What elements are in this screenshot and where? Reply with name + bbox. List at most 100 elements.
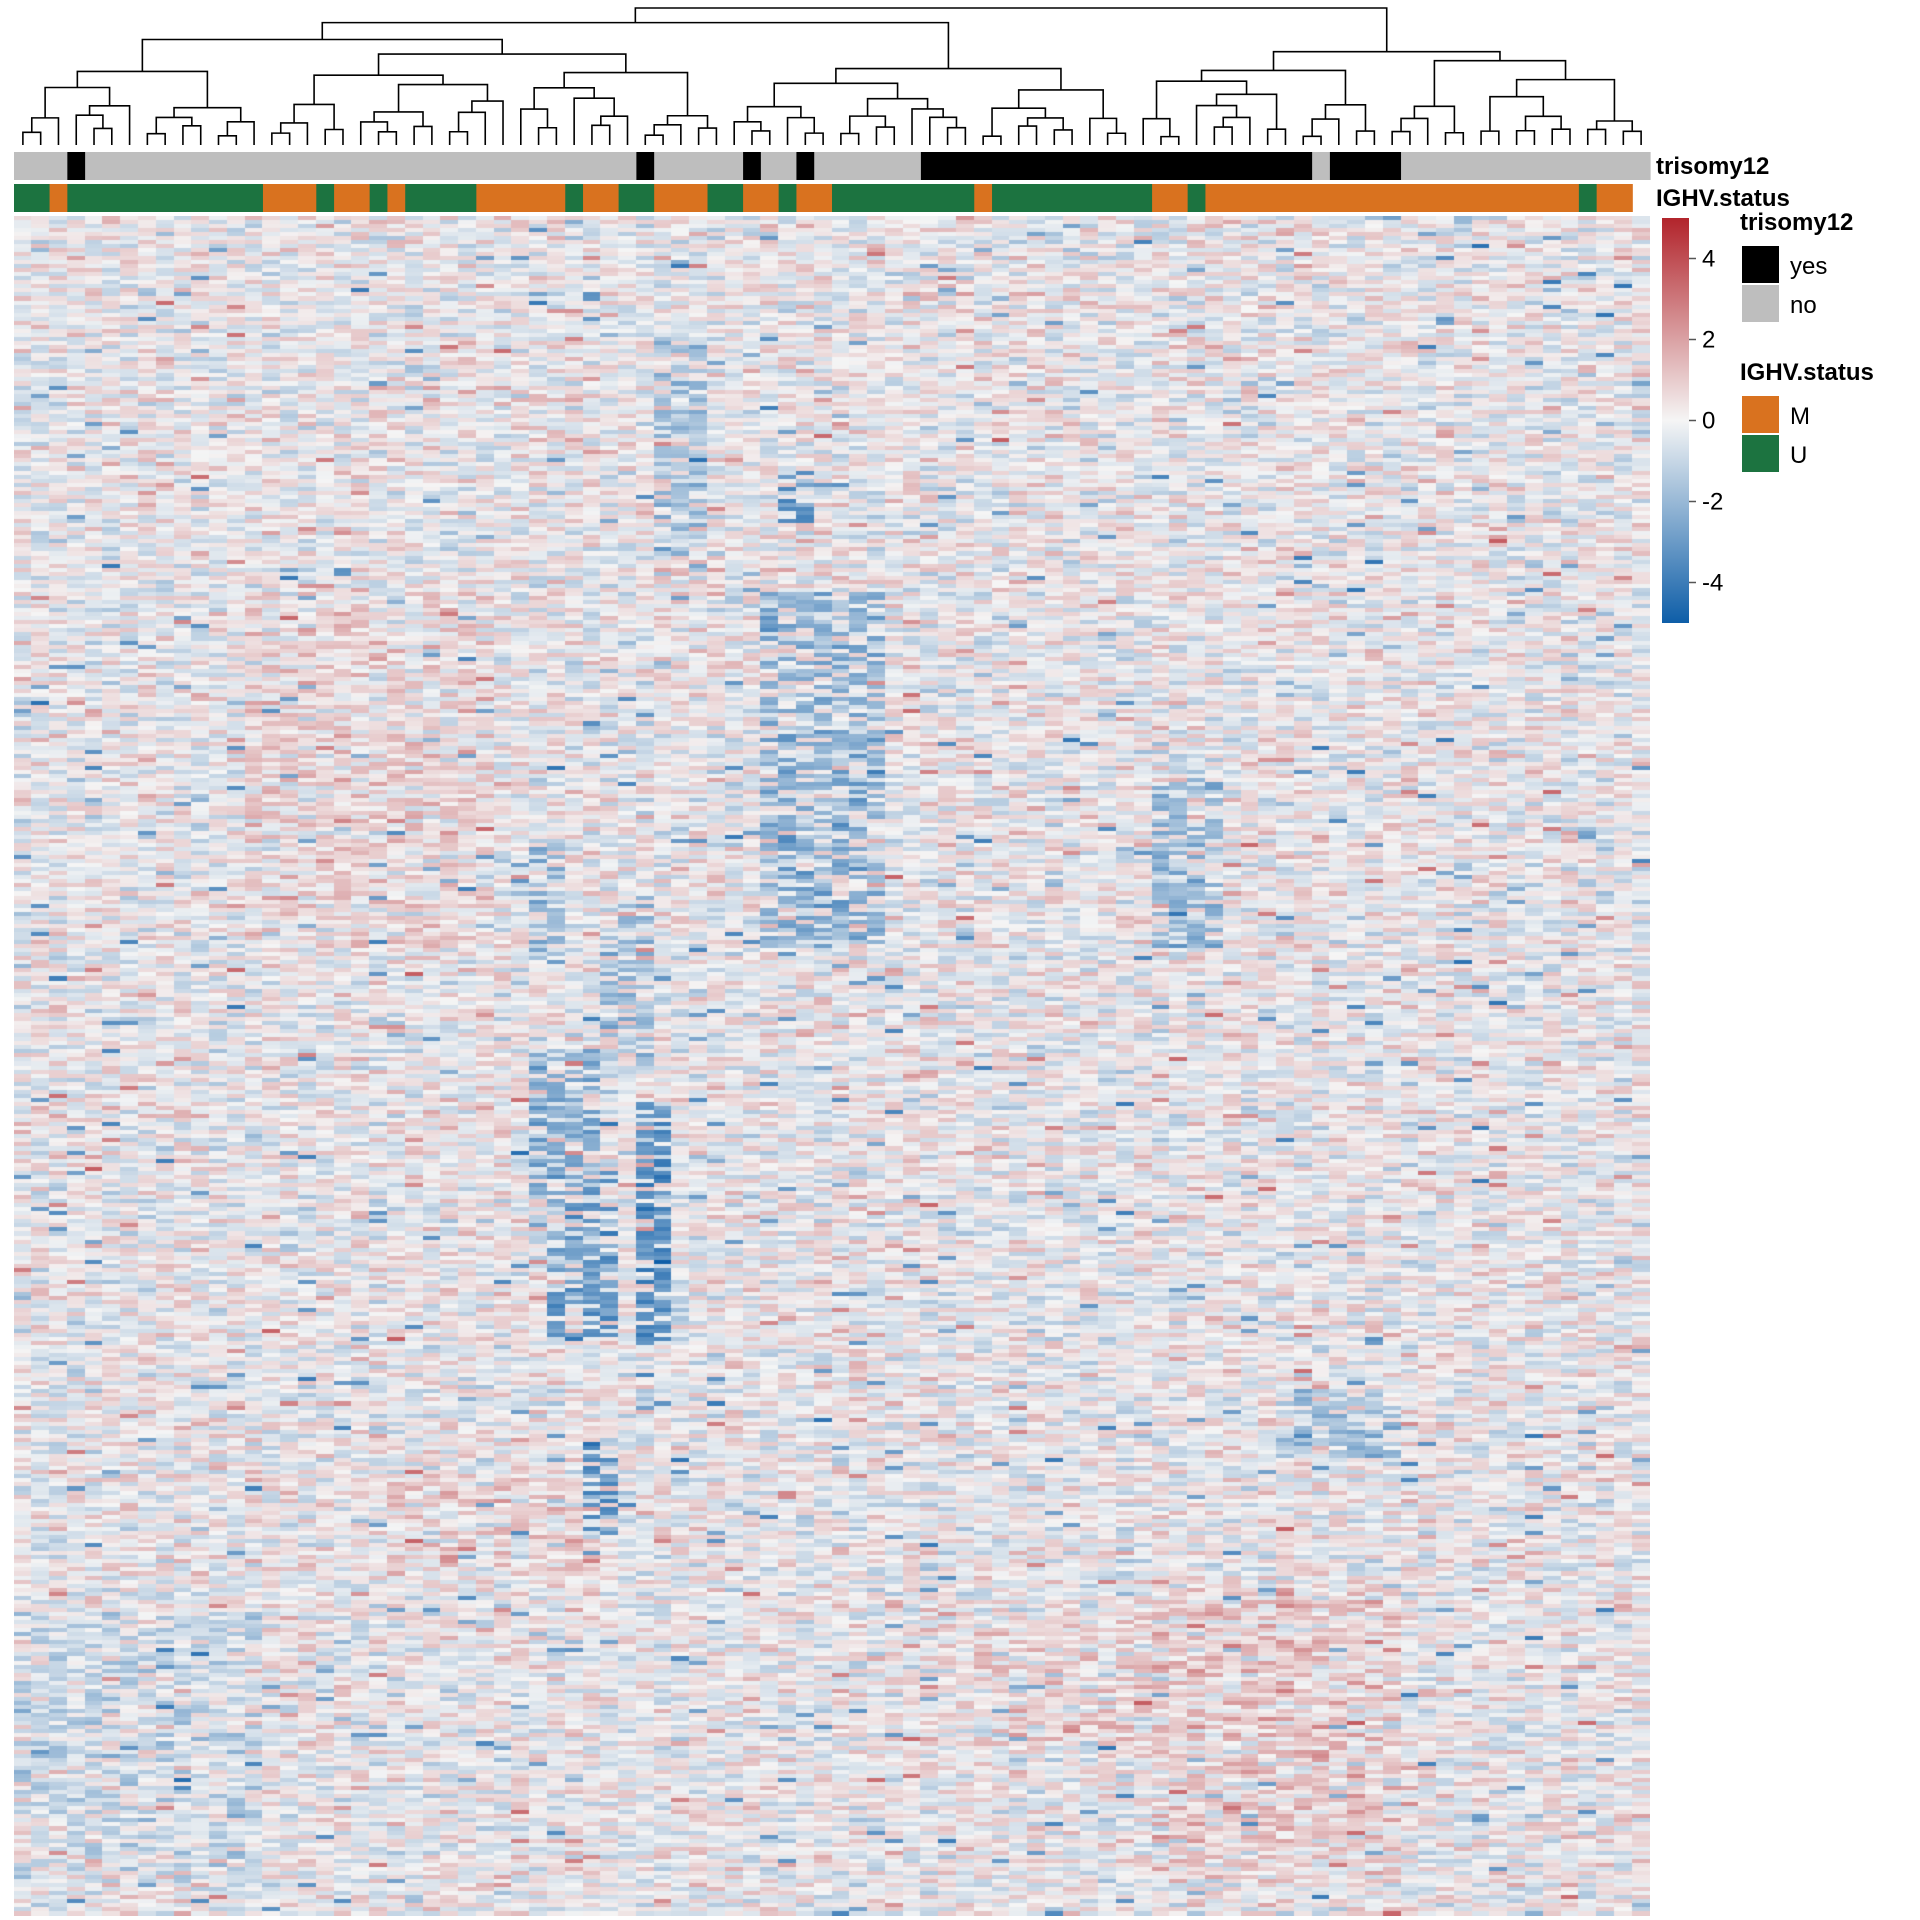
annotation-segment-ighv-status-2 [67,184,264,212]
dendrogram-branch [697,127,718,145]
annotation-segment-ighv-status-4 [316,184,335,212]
dendrogram-branch [1400,117,1429,145]
legend-swatch [1742,435,1779,472]
dendrogram-branch [746,105,802,122]
annotation-segment-ighv-status-5 [334,184,371,212]
dendrogram-branch [573,97,615,145]
dendrogram-branch [1311,118,1340,145]
dendrogram-branch [634,7,1388,52]
annotation-segment-ighv-status-3 [262,184,317,212]
annotation-segment-trisomy12-11 [1329,152,1402,180]
annotation-segment-trisomy12-3 [636,152,655,180]
annotation-segment-ighv-status-12 [618,184,655,212]
dendrogram-branch [1586,128,1607,145]
annotation-segment-trisomy12-0 [14,152,68,180]
dendrogram-branch [1489,95,1545,132]
dendrogram-branch [1515,78,1616,122]
dendrogram-branch [751,130,771,145]
dendrogram-branch [835,67,1062,90]
legend-label: M [1790,403,1810,430]
dendrogram-branch [279,122,309,145]
annotation-segment-trisomy12-10 [1312,152,1331,180]
annotation-segment-ighv-status-20 [992,184,1153,212]
dendrogram-branch [1053,129,1073,145]
dendrogram-branch [146,132,166,145]
annotation-segment-trisomy12-6 [760,152,798,180]
dendrogram-branch [733,121,762,145]
colorbar-tick-label: -4 [1702,570,1723,597]
annotation-segment-trisomy12-8 [814,152,922,180]
dendrogram-branch [1200,69,1347,105]
annotation-segment-ighv-status-6 [369,184,389,212]
dendrogram-branch [991,107,1047,137]
dendrogram-branch [1551,128,1571,145]
annotation-track-labels: trisomy12 IGHV.status [1656,153,1790,212]
dendrogram-branch [1026,117,1064,130]
dendrogram-branch [1215,93,1278,130]
colorbar-tick-label: 4 [1702,246,1715,273]
dendrogram-branch [93,127,113,145]
dendrogram-branch [644,134,664,145]
dendrogram-branch [457,111,487,145]
dendrogram-branch [1413,105,1456,133]
dendrogram-branch [537,126,558,145]
dendrogram-branch [1480,130,1500,145]
annotation-track-label: trisomy12 [1656,153,1769,180]
annotation-segment-ighv-status-18 [832,184,975,212]
legend-label: yes [1790,253,1827,280]
dendrogram-branch [22,131,42,145]
annotation-segment-ighv-status-7 [387,184,406,212]
dendrogram-branch [271,132,291,145]
dendrogram-branch [182,124,202,145]
dendrogram-branch [520,108,549,145]
annotation-segment-ighv-status-16 [778,184,798,212]
annotation-segment-trisomy12-2 [85,152,637,180]
dendrogram-branch [321,21,950,69]
annotation-segment-ighv-status-15 [743,184,780,212]
annotation-segment-trisomy12-5 [743,152,762,180]
dendrogram-branch [929,116,958,145]
annotation-segment-trisomy12-12 [1401,152,1651,180]
annotation-segment-ighv-status-24 [1578,184,1598,212]
dendrogram-branch [88,105,131,145]
dendrogram-branch [226,121,255,145]
annotation-segment-ighv-status-14 [707,184,744,212]
annotation-segment-trisomy12-7 [796,152,815,180]
dendrogram-branch [313,74,444,105]
dendrogram-branch [786,116,816,145]
dendrogram-branch [359,121,389,145]
legend-title: IGHV.status [1740,359,1874,386]
dendrogram-branch [982,135,1002,145]
dendrogram-branch [666,114,709,129]
annotation-segment-ighv-status-22 [1187,184,1207,212]
dendrogram-branch [413,125,433,145]
dendrogram-branch [600,115,629,145]
annotation-segment-ighv-status-13 [654,184,709,212]
dendrogram-branch [1155,80,1248,119]
annotation-segment-ighv-status-17 [796,184,833,212]
dendrogram-branch [141,38,503,72]
colorbar-ticks: 4 2 0 -2 -4 [1689,246,1723,597]
dendrogram-branch [76,70,209,108]
dendrogram-branch [1433,59,1567,107]
dendrogram-branch [75,114,104,145]
dendrogram-branch [155,116,193,134]
dendrogram-branch [1106,132,1127,145]
annotation-segment-trisomy12-9 [920,152,1313,180]
dendrogram-branch [1089,117,1118,145]
dendrogram-branch [217,135,238,145]
annotation-segment-ighv-status-0 [14,184,51,212]
legend-swatch [1742,246,1779,283]
dendrogram-branch [1266,128,1287,145]
color-key: 4 2 0 -2 -4 [1662,218,1723,623]
dendrogram-branch [324,128,344,145]
dendrogram-branch [1302,135,1322,145]
column-dendrogram [22,7,1642,145]
annotation-segment-ighv-status-25 [1596,184,1633,212]
heatmap-body [14,216,1650,1916]
annotation-segment-ighv-status-19 [974,184,993,212]
annotation-segment-ighv-status-8 [405,184,477,212]
colorbar-tick-label: 2 [1702,327,1715,354]
dendrogram-branch [1524,115,1562,131]
annotation-segment-trisomy12-1 [67,152,86,180]
